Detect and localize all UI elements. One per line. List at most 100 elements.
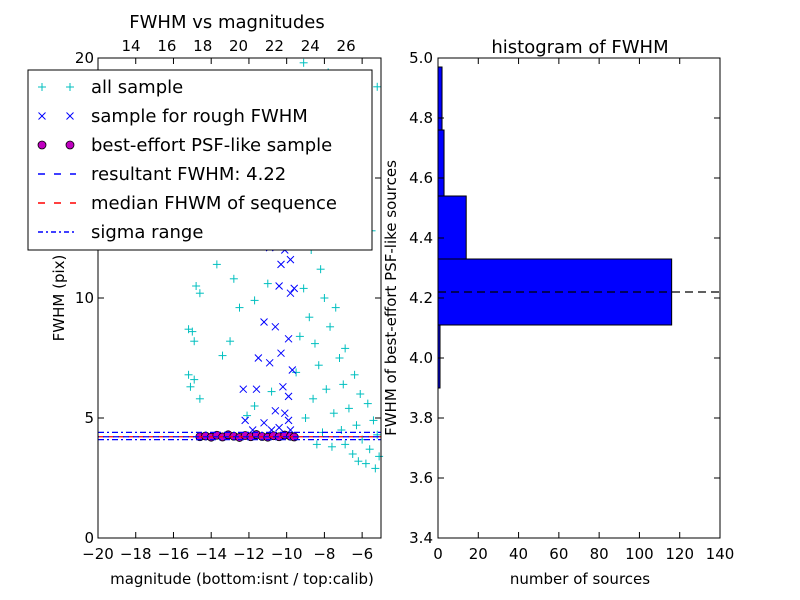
legend-entry: all sample (38, 77, 183, 98)
y-tick-label: 4.6 (409, 169, 433, 187)
data-point-series-0 (186, 382, 195, 391)
x-tick-label: 120 (665, 545, 694, 563)
data-point-series-0 (190, 375, 199, 384)
data-point-series-0 (320, 294, 329, 302)
data-point-series-0 (356, 390, 365, 398)
data-point-series-1 (275, 282, 283, 290)
x-tick-label: 40 (509, 545, 528, 563)
data-point-series-1 (280, 409, 289, 418)
histogram-bars-layer (437, 66, 673, 389)
legend-entry: best-effort PSF-like sample (37, 135, 332, 156)
top-x-tick-label: 26 (337, 37, 356, 55)
legend-box (27, 69, 373, 251)
y-tick-label: 4.8 (409, 109, 433, 127)
right-x-axis-ticks: 0 20 40 60 80 100 120 140 (433, 58, 734, 563)
left-y-axis-label: FWHM (pix) (50, 255, 68, 342)
data-point-series-0 (250, 296, 259, 305)
data-point-series-1 (260, 418, 268, 427)
data-point-series-0 (312, 440, 321, 449)
data-point-series-0 (339, 380, 348, 389)
data-point-series-0 (188, 327, 197, 336)
x-tick-label: 100 (625, 545, 654, 563)
left-y-axis-ticks: 0 5 10 20 (75, 49, 381, 547)
data-point-series-0 (371, 464, 380, 473)
data-point-series-0 (352, 421, 361, 430)
data-point-series-0 (316, 265, 325, 274)
data-point-series-1 (271, 406, 280, 415)
legend-label: median FHWM of sequence (91, 193, 337, 214)
data-point-series-0 (350, 370, 359, 379)
data-point-series-0 (341, 344, 350, 353)
data-point-series-1 (290, 284, 299, 293)
y-tick-label: 5 (84, 409, 94, 427)
x-tick-label: −18 (120, 545, 152, 563)
data-point-series-1 (277, 349, 285, 358)
x-tick-label: 80 (590, 545, 609, 563)
data-point-series-0 (292, 368, 301, 377)
right-chart-title: histogram of FWHM (491, 37, 668, 58)
data-point-series-0 (184, 370, 193, 379)
x-tick-label: −14 (195, 545, 227, 563)
data-point-series-0 (250, 402, 259, 410)
histogram-bar (437, 258, 673, 326)
left-x-axis-label: magnitude (bottom:isnt / top:calib) (110, 570, 374, 588)
legend-marker (66, 83, 74, 91)
legend-marker (37, 140, 47, 150)
x-tick-label: −16 (158, 545, 190, 563)
data-point-series-1 (241, 416, 250, 425)
y-tick-label: 3.4 (409, 529, 433, 547)
data-point-series-0 (309, 394, 318, 403)
data-point-series-0 (375, 452, 384, 461)
x-tick-label: −20 (82, 545, 114, 563)
x-tick-label: −6 (351, 545, 373, 563)
left-chart-title: FWHM vs magnitudes (129, 12, 324, 33)
data-point-series-1 (239, 385, 248, 394)
data-point-series-0 (299, 284, 308, 293)
data-point-series-0 (373, 82, 382, 91)
data-point-series-1 (284, 416, 293, 425)
data-point-series-0 (365, 445, 374, 454)
y-tick-label: 3.6 (409, 469, 433, 487)
legend-entry: sample for rough FWHM (38, 106, 308, 127)
data-point-series-0 (301, 414, 310, 422)
y-tick-label: 3.8 (409, 409, 433, 427)
data-point-series-0 (354, 457, 363, 466)
histogram-bar (437, 129, 445, 197)
right-y-axis-ticks: 3.4 3.6 3.8 4.0 4.2 4.4 4.6 4.8 5.0 (409, 49, 720, 547)
data-point-series-1 (271, 322, 280, 331)
data-point-series-1 (277, 260, 285, 269)
data-point-series-0 (329, 409, 338, 418)
data-point-series-0 (212, 260, 221, 269)
data-point-series-1 (252, 385, 261, 394)
x-tick-label: −12 (233, 545, 265, 563)
data-point-series-0 (373, 430, 382, 439)
data-point-series-1 (279, 382, 287, 391)
data-point-series-0 (369, 416, 378, 425)
data-point-series-1 (284, 392, 293, 401)
legend-label: resultant FWHM: 4.22 (91, 164, 286, 185)
y-tick-label: 4.2 (409, 289, 433, 307)
data-point-series-0 (190, 337, 199, 346)
legend-label: all sample (91, 77, 183, 98)
data-point-series-1 (286, 289, 295, 298)
legend-marker (38, 83, 46, 91)
legend-label: sample for rough FWHM (91, 106, 308, 127)
right-y-axis-label: FWHM of best-effort PSF-like sources (382, 160, 400, 436)
legend-entry: resultant FWHM: 4.22 (38, 164, 286, 185)
data-point-series-1 (275, 423, 283, 432)
reference-lines-layer (98, 431, 381, 441)
data-point-series-0 (361, 459, 370, 468)
histogram-bar (437, 195, 467, 260)
data-point-series-0 (267, 387, 276, 396)
data-point-series-0 (341, 440, 350, 449)
legend: all sample sample for rough FWHM best-effo… (27, 69, 373, 251)
legend-entry: median FHWM of sequence (38, 193, 337, 214)
data-point-series-0 (305, 313, 314, 322)
data-point-series-0 (235, 303, 244, 312)
legend-marker (65, 140, 75, 150)
y-tick-label: 4.4 (409, 229, 433, 247)
legend-marker (38, 112, 46, 120)
data-point-series-0 (226, 337, 235, 346)
y-tick-label: 10 (75, 289, 94, 307)
data-point-series-1 (260, 318, 268, 326)
